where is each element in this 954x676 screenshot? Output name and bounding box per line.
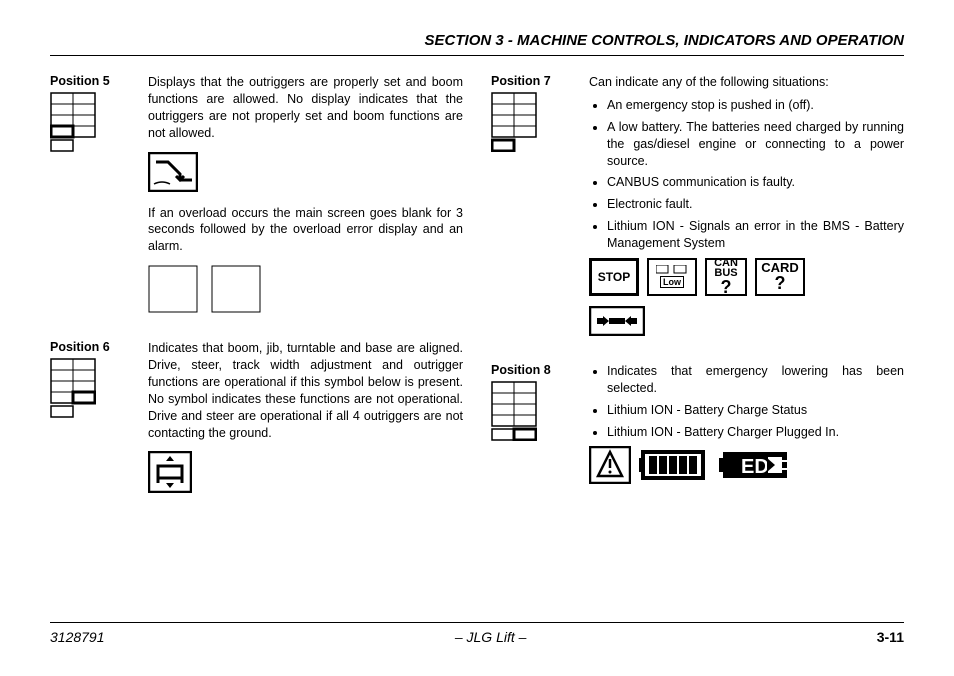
list-item: Lithium ION - Signals an error in the BM… — [607, 218, 904, 252]
position-7-grid-icon — [491, 92, 537, 152]
position-5-text-2: If an overload occurs the main screen go… — [148, 205, 463, 256]
position-8-list: Indicates that emergency lowering has be… — [589, 363, 904, 441]
position-6: Position 6 Indicates that boom, jib, tur… — [50, 340, 463, 506]
footer-title: – JLG Lift – — [455, 629, 527, 645]
section-header: SECTION 3 - MACHINE CONTROLS, INDICATORS… — [50, 32, 904, 56]
position-5-label: Position 5 — [50, 74, 138, 88]
warning-icon — [589, 446, 631, 484]
page-footer: 3128791 – JLG Lift – 3-11 — [50, 622, 904, 645]
position-7-icons: STOP Low CAN BUS ? CARD ? — [589, 258, 904, 296]
position-7-list: An emergency stop is pushed in (off). A … — [589, 97, 904, 252]
position-6-grid-icon — [50, 358, 96, 418]
position-7-label: Position 7 — [491, 74, 579, 88]
right-column: Position 7 Can indicate any of the follo… — [491, 74, 904, 622]
list-item: An emergency stop is pushed in (off). — [607, 97, 904, 114]
low-battery-icon: Low — [647, 258, 697, 296]
list-item: Lithium ION - Battery Charge Status — [607, 402, 904, 419]
charger-plug-icon: ED — [719, 446, 791, 484]
position-5-grid-icon — [50, 92, 96, 152]
position-5: Position 5 Displays that the outriggers … — [50, 74, 463, 326]
overload-icon — [148, 152, 463, 195]
position-8-label: Position 8 — [491, 363, 579, 377]
position-7: Position 7 Can indicate any of the follo… — [491, 74, 904, 349]
stop-icon: STOP — [589, 258, 639, 296]
alignment-icon — [148, 451, 463, 496]
footer-doc-number: 3128791 — [50, 629, 105, 645]
list-item: Indicates that emergency lowering has be… — [607, 363, 904, 397]
content-columns: Position 5 Displays that the outriggers … — [50, 74, 904, 622]
position-5-text-1: Displays that the outriggers are properl… — [148, 74, 463, 142]
position-8-icons: ED — [589, 446, 904, 484]
position-8: Position 8 Indicates that emergency lowe… — [491, 363, 904, 495]
left-column: Position 5 Displays that the outriggers … — [50, 74, 463, 622]
position-6-text: Indicates that boom, jib, turntable and … — [148, 340, 463, 441]
canbus-icon: CAN BUS ? — [705, 258, 747, 296]
list-item: Electronic fault. — [607, 196, 904, 213]
position-6-label: Position 6 — [50, 340, 138, 354]
blank-boxes-icon — [148, 265, 463, 316]
list-item: A low battery. The batteries need charge… — [607, 119, 904, 170]
position-7-intro: Can indicate any of the following situat… — [589, 74, 904, 91]
battery-bars-icon — [639, 446, 711, 484]
list-item: Lithium ION - Battery Charger Plugged In… — [607, 424, 904, 441]
svg-text:ED: ED — [741, 456, 769, 478]
footer-page-number: 3-11 — [877, 629, 904, 645]
card-icon: CARD ? — [755, 258, 805, 296]
position-8-grid-icon — [491, 381, 537, 441]
list-item: CANBUS communication is faulty. — [607, 174, 904, 191]
wrench-icon — [589, 306, 904, 339]
